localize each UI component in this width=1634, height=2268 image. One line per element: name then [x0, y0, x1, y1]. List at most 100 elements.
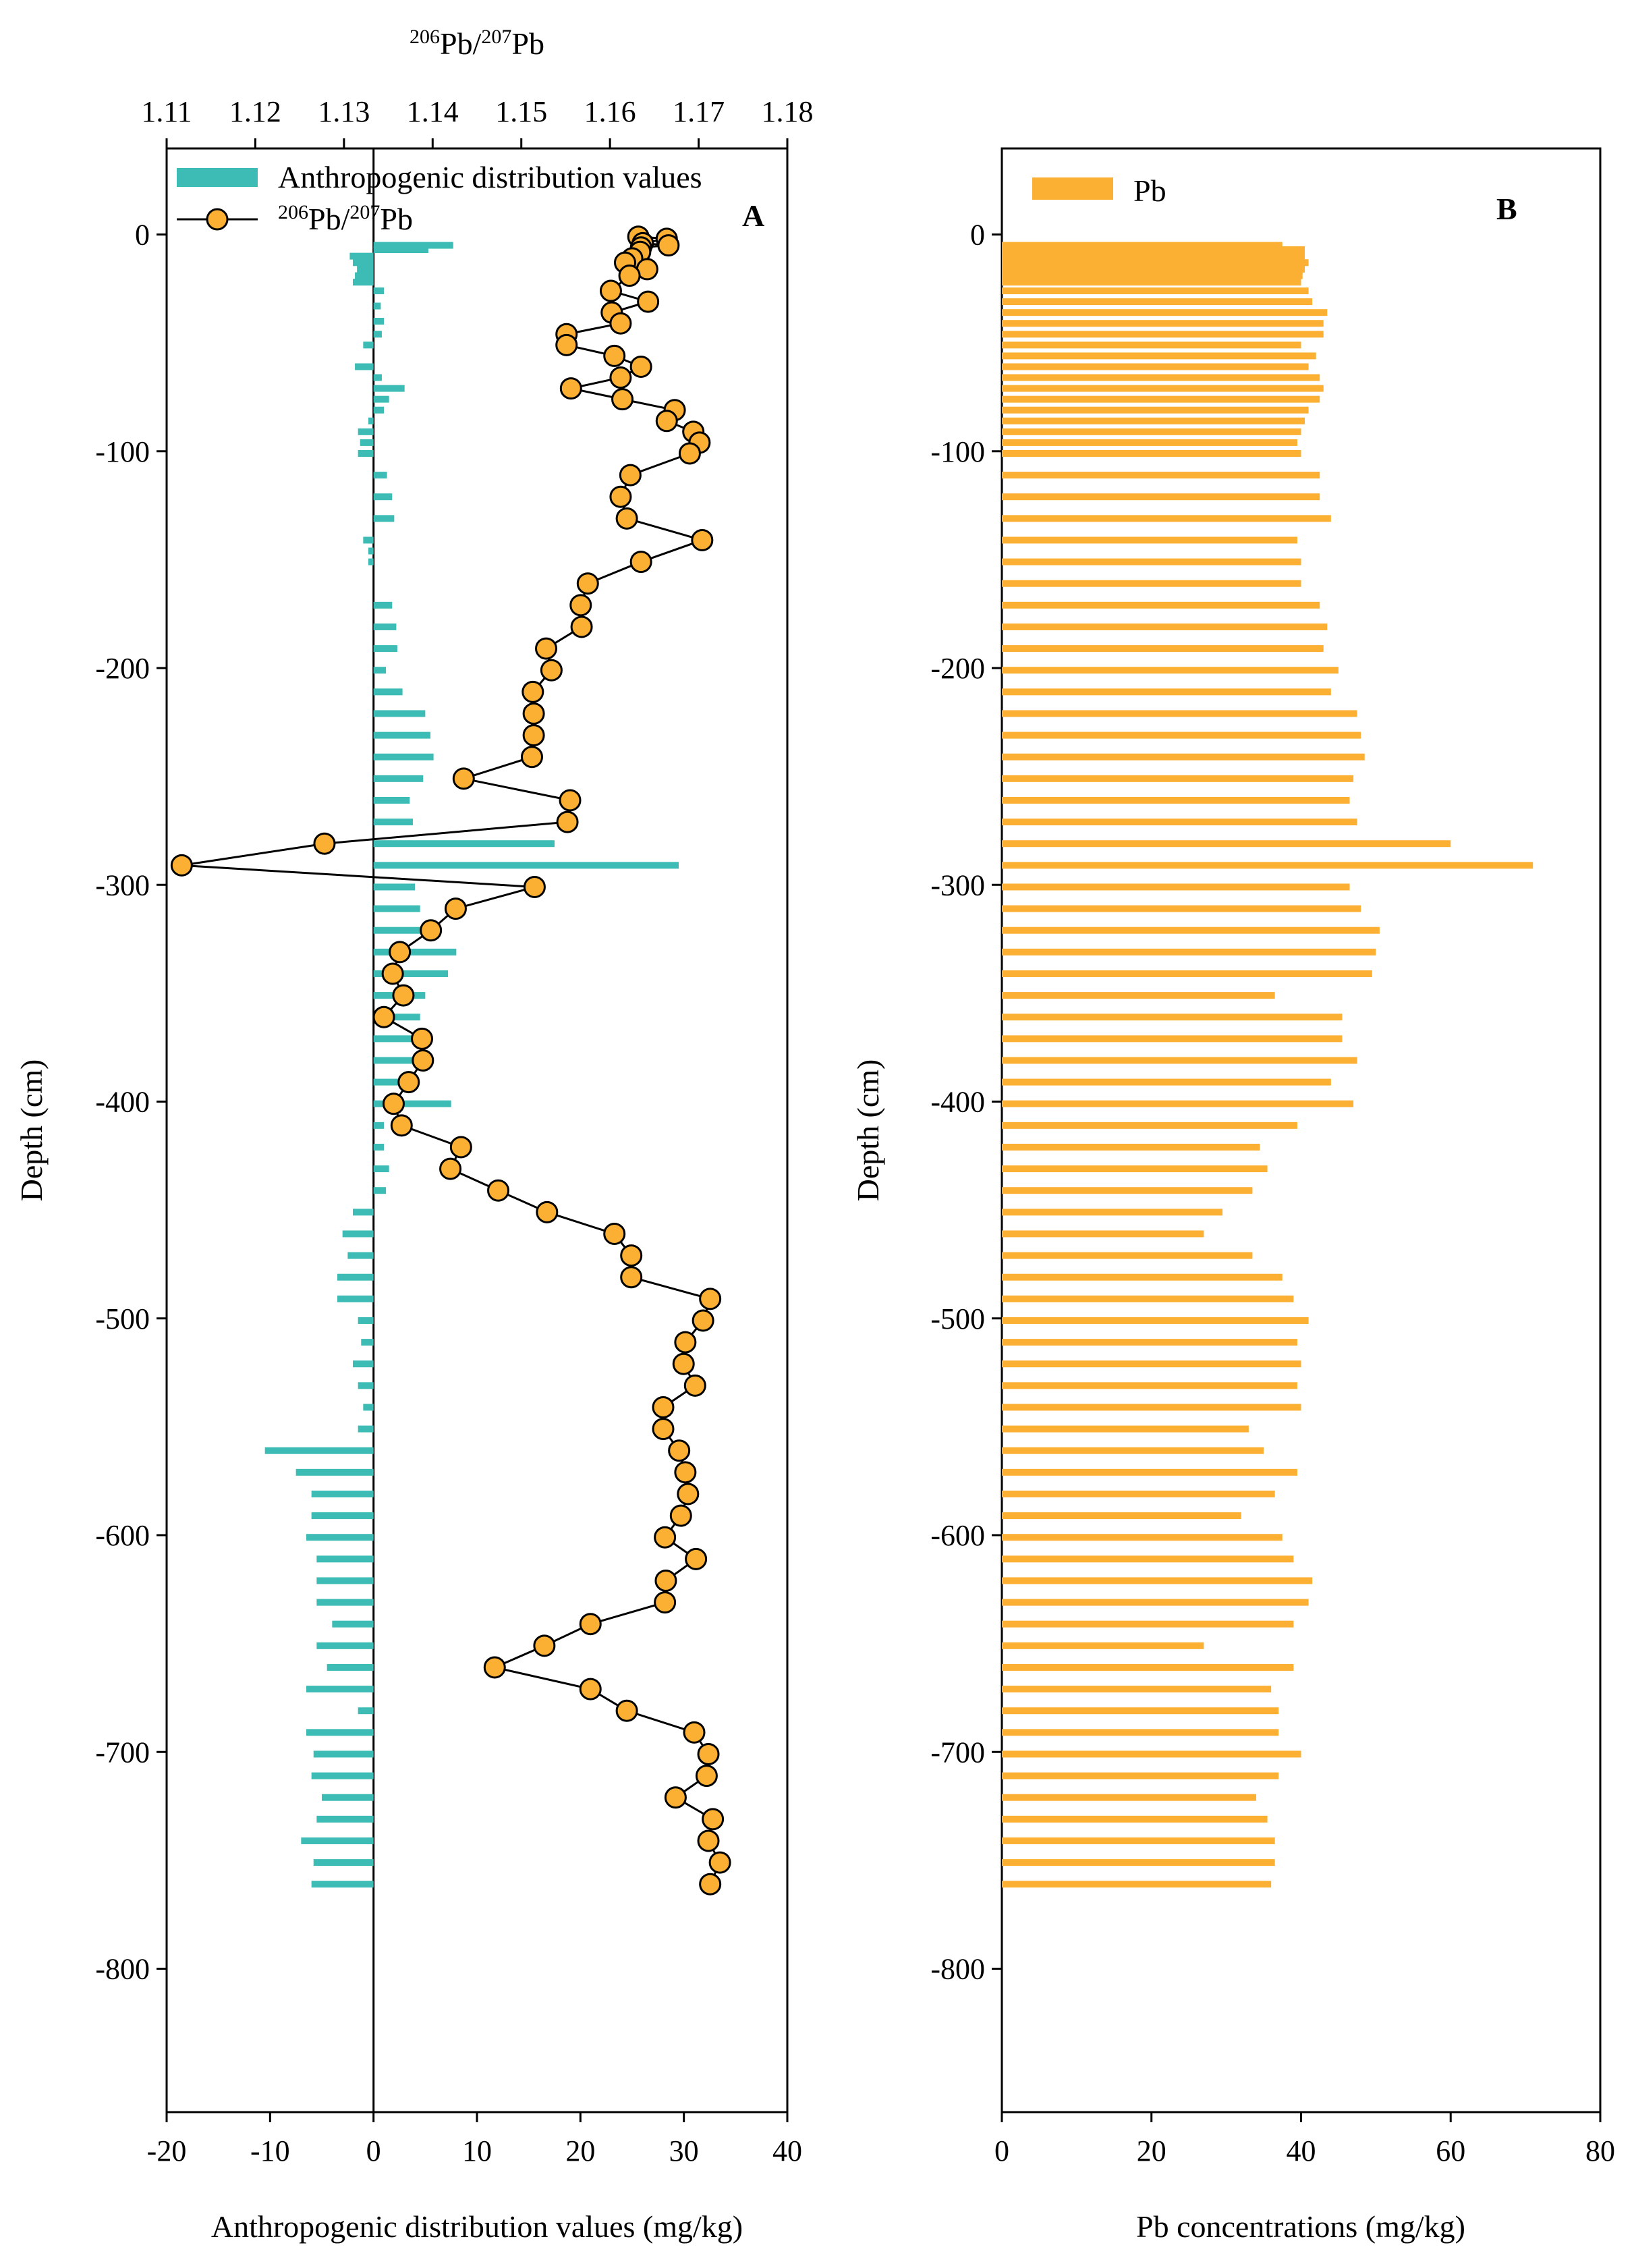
- pb-bar: [1002, 1425, 1249, 1433]
- pb-bar: [1002, 374, 1320, 381]
- anthropogenic-bar: [373, 840, 555, 848]
- pb-bar: [1002, 252, 1305, 260]
- isotope-ratio-point: [397, 1071, 420, 1094]
- panel-a-x-axis-title: Anthropogenic distribution values (mg/kg…: [211, 2209, 743, 2244]
- panel-a-legend: Anthropogenic distribution values 206Pb/…: [177, 160, 702, 236]
- pb-bar: [1002, 1577, 1313, 1584]
- panel-a-y-axis-title: Depth (cm): [14, 1059, 49, 1202]
- pb-bar: [1002, 1642, 1204, 1649]
- x-tick-label: 0: [366, 2134, 381, 2167]
- isotope-ratio-point: [699, 1288, 722, 1310]
- pb-bar: [1002, 287, 1309, 295]
- pb-bar: [1002, 1078, 1331, 1086]
- panel-b-bars: [1002, 242, 1533, 1888]
- pb-bar: [1002, 1490, 1275, 1497]
- y-tick-label: -800: [95, 1953, 150, 1986]
- y-tick-label: -600: [930, 1519, 985, 1552]
- isotope-ratio-point: [685, 1547, 708, 1570]
- anthropogenic-bar: [373, 1014, 420, 1021]
- top-tick-label: 1.16: [584, 95, 636, 128]
- isotope-ratio-point: [540, 659, 563, 682]
- pb-bar: [1002, 905, 1361, 912]
- anthropogenic-bar: [361, 1339, 374, 1346]
- anthropogenic-bar: [358, 1425, 374, 1433]
- anthropogenic-bar: [316, 1555, 374, 1563]
- x-tick-label: 20: [1137, 2134, 1166, 2167]
- anthropogenic-bar: [353, 279, 374, 286]
- pb-bar: [1002, 926, 1380, 934]
- legend-sup1: 206: [278, 201, 308, 223]
- pb-bar: [1002, 1837, 1275, 1844]
- pb-bar: [1002, 385, 1324, 392]
- anthropogenic-bar: [316, 1815, 374, 1823]
- anthropogenic-bar: [353, 1209, 374, 1216]
- anthropogenic-bar: [373, 472, 387, 479]
- anthropogenic-bar: [353, 259, 374, 267]
- pb-bar: [1002, 862, 1533, 869]
- pb-bar: [1002, 279, 1301, 286]
- pb-bar: [1002, 1881, 1272, 1888]
- anthropogenic-bar: [342, 1230, 374, 1238]
- anthropogenic-bar: [306, 1686, 374, 1693]
- anthropogenic-bar: [327, 1663, 374, 1671]
- isotope-ratio-point: [615, 1699, 638, 1722]
- pb-bar: [1002, 298, 1313, 306]
- isotope-ratio-point: [536, 1200, 559, 1223]
- pb-bar: [1002, 1663, 1294, 1671]
- y-tick-label: -300: [930, 868, 985, 902]
- isotope-ratio-point: [697, 1742, 720, 1765]
- pb-bar: [1002, 645, 1324, 653]
- isotope-ratio-point: [708, 1851, 731, 1874]
- pb-bar: [1002, 1686, 1272, 1693]
- isotope-ratio-point: [555, 333, 578, 356]
- anthropogenic-bar: [311, 1881, 374, 1888]
- x-tick-label: 0: [994, 2134, 1009, 2167]
- top-title-sup2: 207: [481, 26, 511, 48]
- pb-bar: [1002, 970, 1372, 977]
- pb-bar: [1002, 1707, 1279, 1715]
- isotope-ratio-point: [576, 572, 599, 595]
- anthropogenic-bar: [373, 753, 434, 760]
- pb-bar: [1002, 1273, 1283, 1281]
- pb-bar: [1002, 1100, 1354, 1107]
- pb-bar: [1002, 1122, 1297, 1129]
- pb-bar: [1002, 341, 1301, 349]
- anthropogenic-bar: [373, 667, 387, 674]
- anthropogenic-bar: [373, 819, 413, 826]
- anthropogenic-bar: [306, 1729, 374, 1736]
- anthropogenic-bar: [373, 385, 405, 392]
- anthropogenic-bar: [373, 1057, 426, 1064]
- anthropogenic-bar: [358, 1707, 374, 1715]
- pb-bar: [1002, 472, 1320, 479]
- pb-bar: [1002, 819, 1357, 826]
- anthropogenic-bar: [373, 374, 382, 381]
- anthropogenic-bar: [337, 1295, 374, 1302]
- isotope-ratio-point: [678, 442, 701, 465]
- pb-bar: [1002, 840, 1451, 848]
- pb-bar: [1002, 320, 1324, 327]
- anthropogenic-bar: [373, 623, 397, 630]
- anthropogenic-bar: [306, 1534, 374, 1541]
- pb-bar: [1002, 948, 1376, 956]
- isotope-ratio-point: [702, 1808, 725, 1831]
- isotope-ratio-point: [695, 1765, 718, 1788]
- isotope-ratio-point: [691, 528, 714, 551]
- pb-bar: [1002, 623, 1328, 630]
- top-title-sup1: 206: [410, 26, 440, 48]
- anthropogenic-bar: [373, 515, 395, 522]
- x-tick-label: 40: [772, 2134, 802, 2167]
- isotope-ratio-point: [389, 941, 412, 964]
- pb-bar: [1002, 395, 1320, 403]
- isotope-ratio-point: [619, 464, 642, 487]
- pb-bar: [1002, 1187, 1253, 1194]
- isotope-ratio-point: [411, 1027, 434, 1050]
- isotope-ratio-point: [677, 1483, 700, 1505]
- legend-bars-label: Anthropogenic distribution values: [278, 160, 702, 194]
- isotope-ratio-point: [381, 962, 404, 985]
- isotope-ratio-point: [533, 1634, 556, 1657]
- anthropogenic-bar: [264, 1447, 374, 1454]
- anthropogenic-bar: [311, 1490, 374, 1497]
- isotope-ratio-point: [559, 789, 582, 812]
- anthropogenic-bar: [357, 265, 374, 273]
- panel-a-isotope-series: [170, 225, 731, 1896]
